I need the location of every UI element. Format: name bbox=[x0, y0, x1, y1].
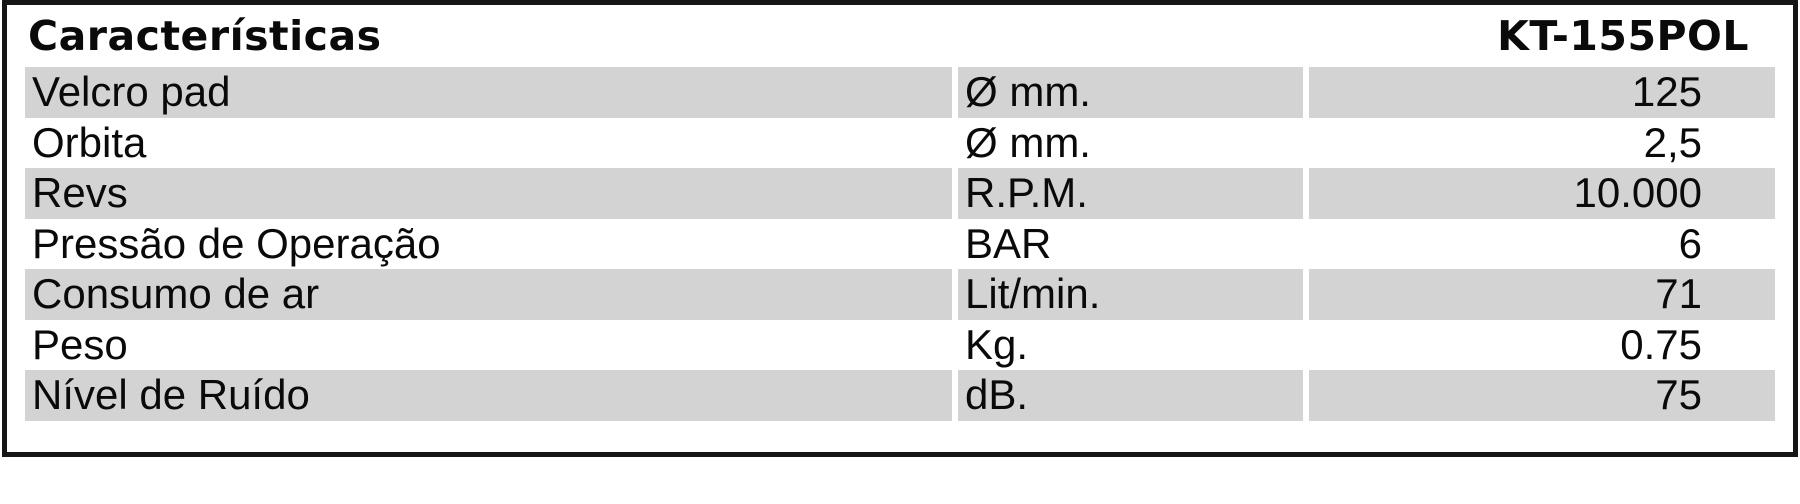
spec-name-cell: Peso bbox=[32, 320, 128, 368]
spec-name-cell: Consumo de ar bbox=[25, 269, 952, 320]
spec-value-cell: 10.000 bbox=[1309, 168, 1775, 219]
spec-unit-cell: Ø mm. bbox=[965, 118, 1091, 166]
model-number: KT-155POL bbox=[1497, 12, 1749, 60]
spec-unit-cell: dB. bbox=[958, 370, 1303, 421]
spec-unit-cell: R.P.M. bbox=[958, 168, 1303, 219]
spec-rows: Velcro pad Ø mm. 125 Orbita Ø mm. 2,5 Re… bbox=[25, 67, 1777, 421]
spec-name-cell: Pressão de Operação bbox=[32, 219, 441, 267]
table-title: Características bbox=[28, 12, 382, 60]
spec-table: Características KT-155POL Velcro pad Ø m… bbox=[2, 0, 1798, 457]
spec-value-cell: 75 bbox=[1309, 370, 1775, 421]
table-row: Peso Kg. 0.75 bbox=[25, 320, 1777, 371]
table-row: Orbita Ø mm. 2,5 bbox=[25, 118, 1777, 169]
table-row: Consumo de ar Lit/min. 71 bbox=[25, 269, 1777, 320]
spec-name-cell: Nível de Ruído bbox=[25, 370, 952, 421]
table-row: Pressão de Operação BAR 6 bbox=[25, 219, 1777, 270]
table-row: Nível de Ruído dB. 75 bbox=[25, 370, 1777, 421]
spec-value-cell: 2,5 bbox=[1643, 118, 1702, 166]
spec-value-cell: 6 bbox=[1678, 219, 1702, 267]
spec-name-cell: Orbita bbox=[32, 118, 147, 166]
spec-name-cell: Velcro pad bbox=[25, 67, 952, 118]
spec-unit-cell: Lit/min. bbox=[958, 269, 1303, 320]
spec-unit-cell: Ø mm. bbox=[958, 67, 1303, 118]
spec-value-cell: 0.75 bbox=[1620, 320, 1702, 368]
spec-value-cell: 125 bbox=[1309, 67, 1775, 118]
spec-value-cell: 71 bbox=[1309, 269, 1775, 320]
table-row: Velcro pad Ø mm. 125 bbox=[25, 67, 1777, 118]
spec-table-header: Características KT-155POL bbox=[7, 5, 1793, 67]
spec-unit-cell: Kg. bbox=[965, 320, 1029, 368]
spec-name-cell: Revs bbox=[25, 168, 952, 219]
table-row: Revs R.P.M. 10.000 bbox=[25, 168, 1777, 219]
spec-unit-cell: BAR bbox=[965, 219, 1052, 267]
